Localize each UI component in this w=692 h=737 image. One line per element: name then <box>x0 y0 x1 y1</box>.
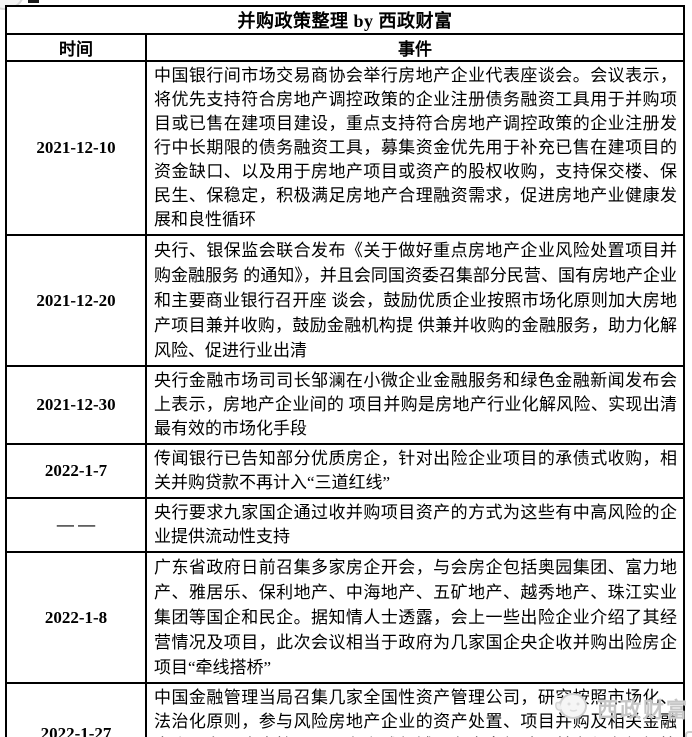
table-row: 2021-12-10 中国银行间市场交易商协会举行房地产企业代表座谈会。会议表示… <box>5 60 685 236</box>
event-cell: 广东省政府日前召集多家房企开会，与会房企包括奥园集团、富力地产、雅居乐、保利地产… <box>145 551 685 684</box>
top-edge-artifact <box>28 0 39 3</box>
event-cell: 中国银行间市场交易商协会举行房地产企业代表座谈会。会议表示，将优先支持符合房地产… <box>145 60 685 236</box>
cropped-corner-fragment <box>685 731 692 737</box>
time-cell: 2022-1-7 <box>5 443 147 499</box>
time-cell: 2022-1-8 <box>5 551 147 684</box>
table-row: 2022-1-7 传闻银行已告知部分优质房企，针对出险企业项目的承债式收购，相关… <box>5 443 685 499</box>
table-row: 2021-12-20 央行、银保监会联合发布《关于做好重点房地产企业风险处置项目… <box>5 234 685 367</box>
table-title: 并购政策整理 by 西政财富 <box>5 5 685 35</box>
time-cell: 2021-12-20 <box>5 234 147 367</box>
time-cell: 2021-12-10 <box>5 60 147 236</box>
event-cell: 央行、银保监会联合发布《关于做好重点房地产企业风险处置项目并购金融服务 的通知》… <box>145 234 685 367</box>
table-row: 2022-1-8 广东省政府日前召集多家房企开会，与会房企包括奥园集团、富力地产… <box>5 551 685 684</box>
time-cell: 2022-1-27 <box>5 682 147 737</box>
table-title-row: 并购政策整理 by 西政财富 <box>5 5 685 35</box>
column-header-event: 事件 <box>145 33 685 62</box>
event-cell: 央行金融市场司司长邹澜在小微企业金融服务和绿色金融新闻发布会上表示，房地产企业间… <box>145 365 685 445</box>
column-header-time: 时间 <box>5 33 147 62</box>
time-cell: — — <box>5 497 147 553</box>
event-cell: 中国金融管理当局召集几家全国性资产管理公司，研究按照市场化、法治化原则，参与风险… <box>145 682 685 737</box>
time-cell: 2021-12-30 <box>5 365 147 445</box>
table-header-row: 时间 事件 <box>5 33 685 62</box>
event-cell: 传闻银行已告知部分优质房企，针对出险企业项目的承债式收购，相关并购贷款不再计入“… <box>145 443 685 499</box>
table-row: 2022-1-27 中国金融管理当局召集几家全国性资产管理公司，研究按照市场化、… <box>5 682 685 737</box>
table-row: 2021-12-30 央行金融市场司司长邹澜在小微企业金融服务和绿色金融新闻发布… <box>5 365 685 445</box>
policy-table: 并购政策整理 by 西政财富 时间 事件 2021-12-10 中国银行间市场交… <box>5 5 685 737</box>
table-row: — — 央行要求九家国企通过收并购项目资产的方式为这些有中高风险的企业提供流动性… <box>5 497 685 553</box>
event-cell: 央行要求九家国企通过收并购项目资产的方式为这些有中高风险的企业提供流动性支持 <box>145 497 685 553</box>
